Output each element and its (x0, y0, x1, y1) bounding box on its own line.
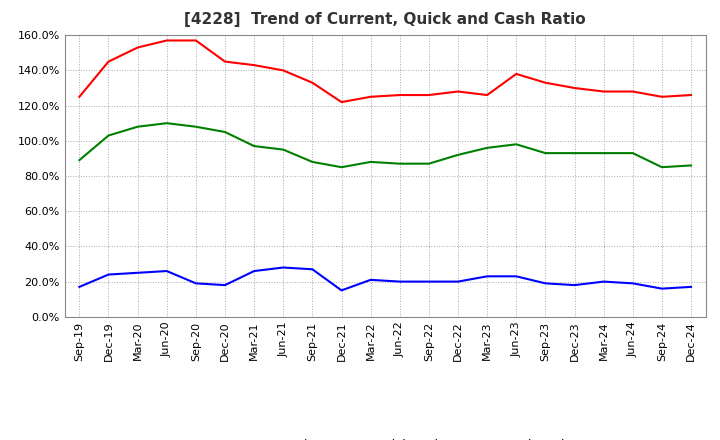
Cash Ratio (599, 279, 608, 284)
Current Ratio (250, 62, 258, 68)
Cash Ratio (541, 281, 550, 286)
Current Ratio (279, 68, 287, 73)
Cash Ratio (337, 288, 346, 293)
Quick Ratio (250, 143, 258, 149)
Quick Ratio (75, 158, 84, 163)
Quick Ratio (425, 161, 433, 166)
Current Ratio (629, 89, 637, 94)
Cash Ratio (250, 268, 258, 274)
Current Ratio (337, 99, 346, 105)
Quick Ratio (104, 133, 113, 138)
Cash Ratio (687, 284, 696, 290)
Current Ratio (366, 94, 375, 99)
Quick Ratio (687, 163, 696, 168)
Quick Ratio (133, 124, 142, 129)
Quick Ratio (192, 124, 200, 129)
Current Ratio (104, 59, 113, 64)
Current Ratio (425, 92, 433, 98)
Current Ratio (454, 89, 462, 94)
Cash Ratio (657, 286, 666, 291)
Quick Ratio (570, 150, 579, 156)
Line: Current Ratio: Current Ratio (79, 40, 691, 102)
Current Ratio (657, 94, 666, 99)
Quick Ratio (395, 161, 404, 166)
Cash Ratio (454, 279, 462, 284)
Current Ratio (163, 38, 171, 43)
Current Ratio (308, 80, 317, 85)
Quick Ratio (512, 142, 521, 147)
Quick Ratio (279, 147, 287, 152)
Cash Ratio (220, 282, 229, 288)
Cash Ratio (279, 265, 287, 270)
Legend: Current Ratio, Quick Ratio, Cash Ratio: Current Ratio, Quick Ratio, Cash Ratio (194, 434, 577, 440)
Current Ratio (395, 92, 404, 98)
Cash Ratio (163, 268, 171, 274)
Quick Ratio (629, 150, 637, 156)
Cash Ratio (483, 274, 492, 279)
Title: [4228]  Trend of Current, Quick and Cash Ratio: [4228] Trend of Current, Quick and Cash … (184, 12, 586, 27)
Cash Ratio (570, 282, 579, 288)
Current Ratio (512, 71, 521, 77)
Current Ratio (483, 92, 492, 98)
Current Ratio (192, 38, 200, 43)
Current Ratio (687, 92, 696, 98)
Quick Ratio (541, 150, 550, 156)
Quick Ratio (657, 165, 666, 170)
Quick Ratio (337, 165, 346, 170)
Cash Ratio (395, 279, 404, 284)
Cash Ratio (308, 267, 317, 272)
Cash Ratio (192, 281, 200, 286)
Quick Ratio (454, 152, 462, 158)
Cash Ratio (512, 274, 521, 279)
Cash Ratio (75, 284, 84, 290)
Quick Ratio (483, 145, 492, 150)
Quick Ratio (220, 129, 229, 135)
Cash Ratio (133, 270, 142, 275)
Line: Quick Ratio: Quick Ratio (79, 123, 691, 167)
Cash Ratio (104, 272, 113, 277)
Current Ratio (599, 89, 608, 94)
Line: Cash Ratio: Cash Ratio (79, 268, 691, 290)
Quick Ratio (366, 159, 375, 165)
Current Ratio (75, 94, 84, 99)
Current Ratio (220, 59, 229, 64)
Quick Ratio (308, 159, 317, 165)
Current Ratio (541, 80, 550, 85)
Current Ratio (133, 45, 142, 50)
Current Ratio (570, 85, 579, 91)
Quick Ratio (163, 121, 171, 126)
Cash Ratio (366, 277, 375, 282)
Quick Ratio (599, 150, 608, 156)
Cash Ratio (425, 279, 433, 284)
Cash Ratio (629, 281, 637, 286)
